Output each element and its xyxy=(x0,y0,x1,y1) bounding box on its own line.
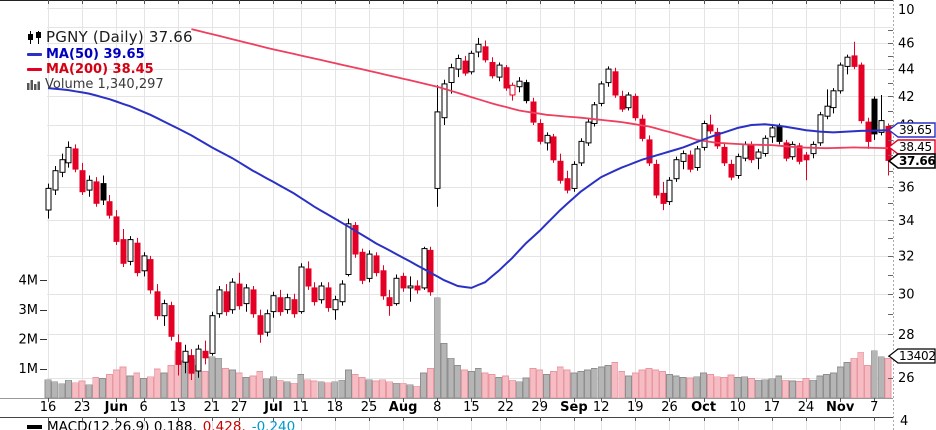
ma200-label: MA(200) 38.45 xyxy=(46,62,154,77)
macd-legend: MACD(12,26,9) 0.188, 0.428, -0.240 xyxy=(27,419,295,430)
lower-pane-axis-label: 4 xyxy=(900,414,908,429)
ma50-tag-value: 39.65 xyxy=(899,123,932,137)
volume-tick-label: 2M xyxy=(19,333,39,348)
price-tick-label: 26 xyxy=(898,371,915,386)
macd-histogram-value: -0.240 xyxy=(251,419,296,430)
date-tick-label: Nov xyxy=(826,400,855,415)
date-tick-label: 23 xyxy=(74,400,91,415)
date-tick-label: 12 xyxy=(593,400,610,415)
date-tick-label: 16 xyxy=(40,400,57,415)
date-tick-label: 6 xyxy=(139,400,147,415)
last-tag-value: 37.66 xyxy=(899,154,936,168)
date-tick-label: 11 xyxy=(292,400,309,415)
last-price-tag: 37.66 xyxy=(888,153,936,169)
ma50-dash-icon xyxy=(27,53,42,56)
volume-tick-label: 4M xyxy=(19,274,39,289)
date-tick-label: Sep xyxy=(560,400,588,415)
volume-tag-value: 13402 xyxy=(899,349,936,363)
date-tick-label: 13 xyxy=(170,400,187,415)
ma200-price-tag: 38.45 xyxy=(888,139,936,155)
pane-borders xyxy=(0,0,894,430)
date-tick-label: 19 xyxy=(627,400,644,415)
date-tick-label: 10 xyxy=(730,400,747,415)
date-tick-label: 8 xyxy=(433,400,441,415)
price-tick-label: 36 xyxy=(898,180,915,195)
volume-label: Volume 1,340,297 xyxy=(45,77,164,92)
ma200-dash-icon xyxy=(27,68,42,71)
legend-symbol-row: PGNY (Daily) 37.66 xyxy=(27,30,193,45)
upper-pane-axis-label: 10 xyxy=(898,3,915,18)
date-tick-label: Jun xyxy=(104,400,128,415)
legend-ma50-row: MA(50) 39.65 xyxy=(27,48,193,61)
date-tick-label: 22 xyxy=(497,400,514,415)
macd-label: MACD(12,26,9) 0.188, xyxy=(47,419,197,430)
ma50-price-tag: 39.65 xyxy=(888,122,936,138)
date-tick-label: 7 xyxy=(870,400,878,415)
volume-bars-icon xyxy=(27,80,40,90)
date-tick-label: 18 xyxy=(327,400,344,415)
candlesticks xyxy=(45,37,892,380)
volume-tick-label: 3M xyxy=(19,303,39,318)
date-tick-label: 17 xyxy=(764,400,781,415)
date-tick-label: 24 xyxy=(798,400,815,415)
date-tick-label: 21 xyxy=(204,400,221,415)
ma200-line xyxy=(191,28,889,150)
date-tick-label: 27 xyxy=(231,400,248,415)
price-tick-label: 34 xyxy=(898,214,915,229)
price-tick-label: 30 xyxy=(898,287,915,302)
macd-signal-value: 0.428, xyxy=(202,419,246,430)
ma50-label: MA(50) 39.65 xyxy=(46,47,145,62)
date-tick-label: 25 xyxy=(361,400,378,415)
date-tick-label: 26 xyxy=(661,400,678,415)
date-tick-label: 15 xyxy=(463,400,480,415)
legend-ma200-row: MA(200) 38.45 xyxy=(27,63,193,76)
legend-volume-row: Volume 1,340,297 xyxy=(27,78,193,91)
macd-dash-icon xyxy=(27,425,42,429)
date-tick-label: Jul xyxy=(263,400,283,415)
price-tick-label: 28 xyxy=(898,328,915,343)
ma50-line xyxy=(47,87,889,289)
chart-legend: PGNY (Daily) 37.66 MA(50) 39.65 MA(200) … xyxy=(27,30,193,93)
axis-labels: 46444240383634323028261M2M3M4M1623Jun613… xyxy=(19,3,915,429)
price-tick-label: 44 xyxy=(898,63,915,78)
symbol-title: PGNY (Daily) 37.66 xyxy=(46,28,193,46)
volume-tag: 13402 xyxy=(888,348,936,364)
date-tick-label: Aug xyxy=(389,400,418,415)
date-tick-label: 29 xyxy=(531,400,548,415)
volume-tick-label: 1M xyxy=(19,362,39,377)
date-tick-label: Oct xyxy=(691,400,716,415)
price-tick-label: 46 xyxy=(898,37,915,52)
price-tick-label: 42 xyxy=(898,90,915,105)
candlestick-icon xyxy=(28,31,41,44)
price-tick-label: 32 xyxy=(898,249,915,264)
ma200-tag-value: 38.45 xyxy=(899,140,932,154)
